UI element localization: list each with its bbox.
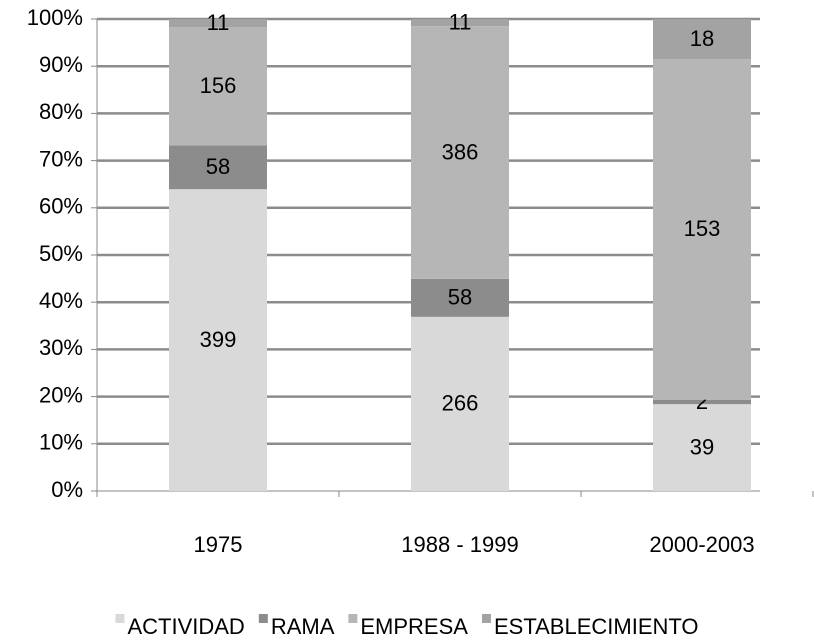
data-label: 153 xyxy=(684,216,721,241)
bar-segment xyxy=(411,26,509,279)
y-tick-label: 50% xyxy=(39,241,83,266)
bar-segment xyxy=(169,19,267,28)
data-label: 399 xyxy=(200,327,237,352)
y-tick-label: 10% xyxy=(39,430,83,455)
legend-swatch xyxy=(481,614,491,623)
bar-segment xyxy=(653,19,751,60)
legend-swatch xyxy=(115,614,125,623)
bar-segment xyxy=(653,404,751,491)
data-label: 39 xyxy=(690,434,714,459)
legend-label: ACTIVIDAD xyxy=(127,614,244,639)
legend-swatch xyxy=(348,614,358,623)
data-label: 58 xyxy=(448,285,472,310)
bar-segment xyxy=(169,189,267,491)
y-tick-label: 80% xyxy=(39,99,83,124)
legend-label: EMPRESA xyxy=(360,614,468,639)
data-label: 156 xyxy=(200,73,237,98)
bar-segment xyxy=(411,278,509,317)
y-tick-label: 60% xyxy=(39,194,83,219)
data-label: 11 xyxy=(207,10,230,35)
x-tick-label: 2000-2003 xyxy=(649,532,754,557)
y-tick-label: 20% xyxy=(39,382,83,407)
y-tick-label: 40% xyxy=(39,288,83,313)
x-tick-label: 1988 - 1999 xyxy=(401,532,518,557)
data-label: 18 xyxy=(690,26,714,51)
data-label: 11 xyxy=(449,9,472,34)
data-label: 58 xyxy=(206,154,230,179)
y-tick-label: 100% xyxy=(27,5,83,30)
x-tick-label: 1975 xyxy=(194,532,243,557)
data-label: 266 xyxy=(442,391,479,416)
bar-segment xyxy=(411,316,509,491)
y-tick-label: 0% xyxy=(51,477,83,502)
bar-segment xyxy=(169,27,267,146)
data-label: 386 xyxy=(442,139,479,164)
legend-swatch xyxy=(258,614,268,623)
legend-label: ESTABLECIMIENTO xyxy=(494,614,699,639)
bar-segment xyxy=(411,19,509,27)
bar-segment xyxy=(653,59,751,400)
legend-label: RAMA xyxy=(271,614,335,639)
bar-segment xyxy=(653,399,751,405)
y-tick-label: 90% xyxy=(39,52,83,77)
bar-segment xyxy=(169,145,267,190)
y-tick-label: 70% xyxy=(39,146,83,171)
y-tick-label: 30% xyxy=(39,335,83,360)
